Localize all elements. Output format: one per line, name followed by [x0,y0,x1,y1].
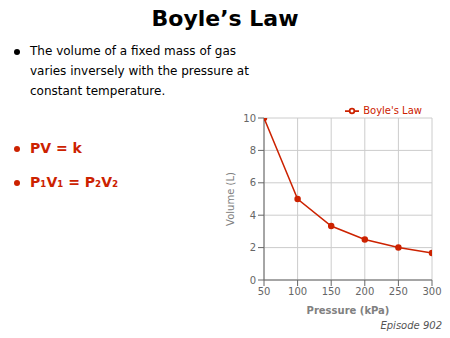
svg-text:4: 4 [250,210,256,221]
svg-text:10: 10 [243,113,256,124]
html-text:The volume of a fixed mass of: The volume of a fixed mass of gas [30,44,236,58]
html-text:Boyle’s Law: Boyle’s Law [151,6,299,31]
svg-text:Volume (L): Volume (L) [225,172,236,226]
html-text:varies inversely with the pres: varies inversely with the pressure at [30,64,249,78]
svg-text:150: 150 [322,286,341,297]
svg-text:100: 100 [288,286,307,297]
html-text:Boyle's Law: Boyle's Law [363,105,422,116]
svg-text:0: 0 [250,275,256,286]
html-text:Episode 902: Episode 902 [380,320,442,331]
svg-text:300: 300 [422,286,441,297]
svg-text:Pressure (kPa): Pressure (kPa) [307,305,390,316]
svg-text:8: 8 [250,145,256,156]
svg-text:6: 6 [250,177,256,188]
html-text:P₁V₁ = P₂V₂: P₁V₁ = P₂V₂ [30,174,119,190]
html-text:PV = k: PV = k [30,140,82,156]
svg-text:2: 2 [250,242,256,253]
svg-text:250: 250 [389,286,408,297]
svg-text:200: 200 [355,286,374,297]
html-text:constant temperature.: constant temperature. [30,84,166,98]
svg-text:50: 50 [258,286,271,297]
